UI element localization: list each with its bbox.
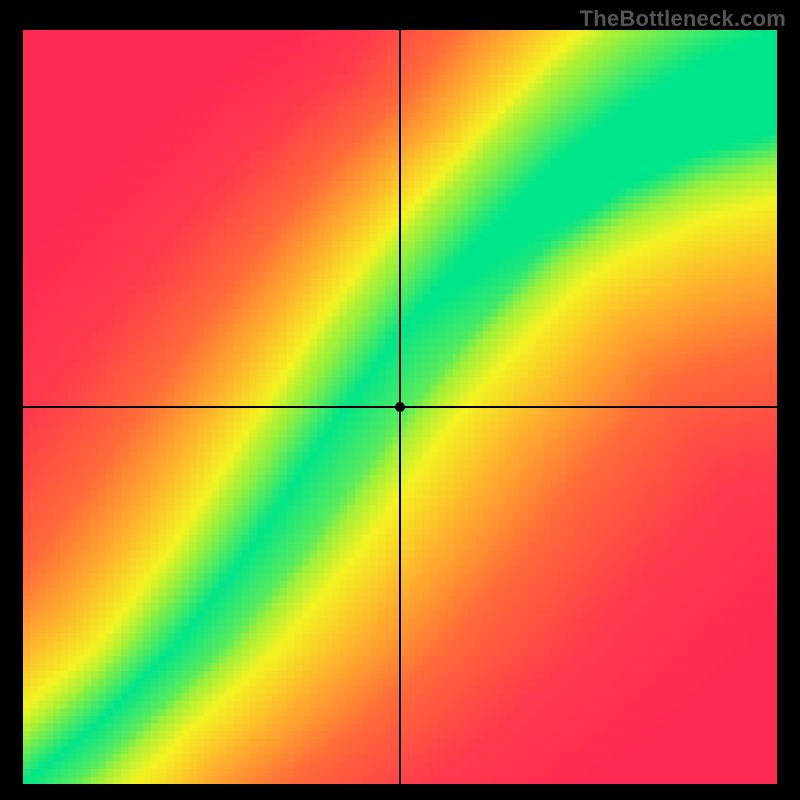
marker-dot (395, 402, 405, 412)
watermark-label: TheBottleneck.com (580, 6, 786, 32)
figure-root: TheBottleneck.com (0, 0, 800, 800)
